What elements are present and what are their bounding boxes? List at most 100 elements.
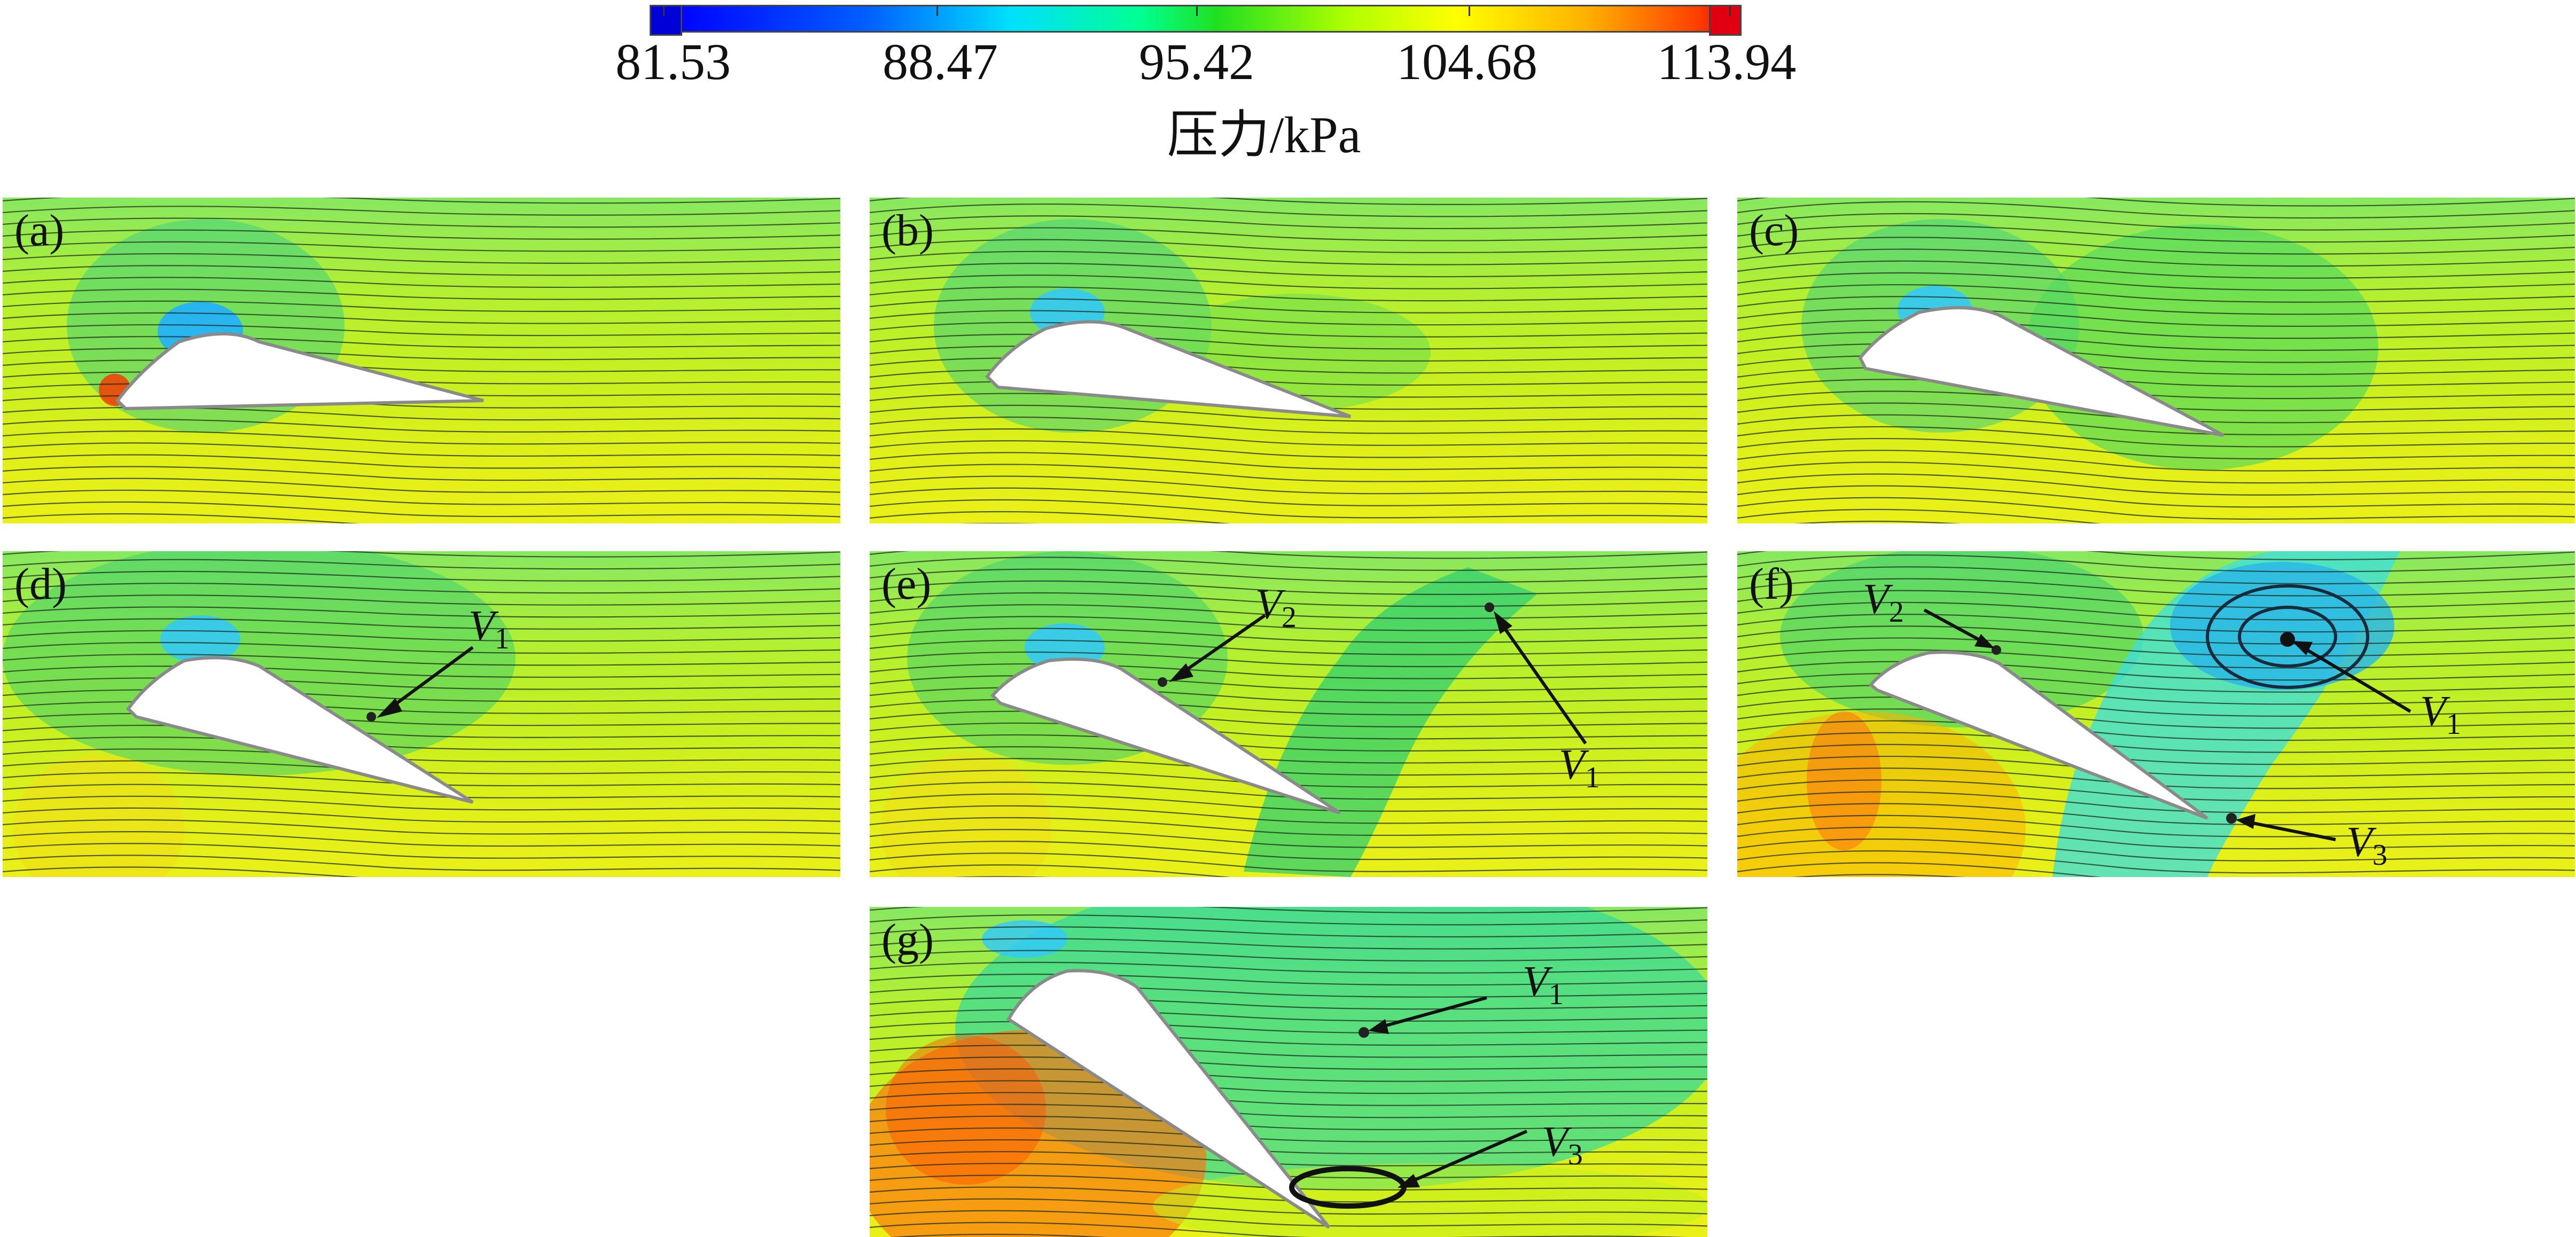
streamline: [3, 312, 840, 324]
streamline: [3, 551, 840, 558]
airfoil: [115, 332, 484, 411]
streamline: [3, 336, 840, 348]
streamline: [870, 580, 1707, 595]
streamline: [1737, 554, 2575, 573]
streamline: [3, 466, 840, 481]
vortex-v1-ring: [2206, 584, 2369, 689]
streamline: [3, 618, 840, 630]
streamline: [1737, 613, 2575, 633]
streamline: [1737, 601, 2575, 621]
streamline: [3, 795, 840, 811]
streamline: [3, 784, 840, 798]
vortex-label-v2: V2: [1255, 581, 1297, 634]
streamline: [1737, 661, 2575, 681]
streamline: [3, 477, 840, 493]
streamline: [870, 499, 1707, 519]
streamline: [870, 950, 1707, 962]
streamline: [3, 442, 840, 457]
streamline: [870, 997, 1707, 1010]
streamline: [3, 772, 840, 787]
panel-label: (a): [14, 206, 65, 255]
streamline: [870, 938, 1707, 950]
streamline: [3, 819, 840, 835]
streamline: [870, 286, 1707, 302]
streamline: [870, 440, 1707, 458]
streamline: [870, 198, 1707, 205]
panel-label: (c): [1749, 206, 1799, 255]
streamline: [3, 666, 840, 678]
streamline: [3, 866, 361, 877]
streamline: [1737, 473, 2575, 496]
vortex-label-v1: V1: [469, 602, 510, 655]
panel-c: (c): [1737, 198, 2575, 523]
vortex-v1-core: [366, 712, 376, 722]
streamline: [870, 651, 1707, 668]
streamline: [1737, 649, 2575, 669]
streamline: [1737, 248, 2575, 267]
streamline: [870, 1068, 1707, 1082]
streamline: [1737, 720, 2575, 741]
streamline: [3, 277, 840, 288]
streamline: [870, 961, 1707, 974]
streamline: [870, 639, 1707, 655]
streamline: [1793, 520, 1961, 523]
panel-f-streamlines: [1737, 551, 2575, 877]
colorbar-tick: [1196, 6, 1198, 16]
streamline: [3, 594, 840, 606]
streamline: [870, 722, 1707, 740]
arrow-v3: [2242, 819, 2336, 841]
colorbar-tick-label: 81.53: [615, 33, 731, 90]
streamline: [3, 206, 840, 216]
airfoil: [1006, 969, 1331, 1229]
streamline: [1737, 838, 2575, 862]
panel-a: (a): [3, 198, 840, 523]
streamline: [3, 501, 840, 518]
arrow-v1: [2297, 643, 2411, 713]
streamline: [3, 454, 840, 469]
arrow-v2: [1923, 608, 1989, 646]
streamline: [1737, 732, 2575, 753]
streamline: [1737, 637, 2575, 657]
streamline: [1737, 450, 2575, 472]
vortex-label-v1: V1: [1523, 958, 1564, 1011]
streamline: [870, 781, 1707, 800]
streamline: [870, 592, 1707, 607]
colorbar-max-cap: [1709, 5, 1742, 36]
streamline: [870, 333, 1707, 350]
streamline: [870, 1186, 1707, 1203]
streamline: [1737, 213, 2575, 231]
streamline: [3, 359, 840, 372]
streamline: [3, 831, 840, 847]
panel-a-streamlines: [3, 198, 840, 523]
streamline: [3, 489, 840, 505]
streamline: [870, 734, 1707, 752]
streamline: [870, 215, 1707, 230]
streamline: [870, 663, 1707, 679]
streamline: [3, 807, 840, 823]
streamline: [1737, 850, 2575, 874]
streamline: [870, 841, 1707, 860]
streamline: [1737, 414, 2575, 435]
airfoil: [985, 320, 1352, 418]
streamline: [870, 275, 1707, 289]
streamline: [870, 227, 1707, 241]
streamline: [3, 430, 840, 445]
streamline: [870, 1222, 1688, 1237]
streamline: [950, 876, 1052, 877]
streamline: [870, 710, 1707, 727]
streamline: [870, 675, 1707, 692]
streamline: [870, 1044, 1707, 1058]
panel-b: (b): [870, 198, 1707, 523]
colorbar-tick: [1729, 6, 1731, 16]
streamline: [1737, 684, 2575, 705]
streamline: [3, 843, 840, 859]
streamline: [1737, 590, 2575, 609]
streamline: [3, 419, 840, 433]
streamline: [870, 1198, 1707, 1215]
streamline: [870, 1056, 1707, 1070]
streamline: [1737, 198, 2575, 207]
streamline: [870, 1009, 1707, 1022]
streamline: [3, 606, 840, 618]
panel-e: (e) V2 V1: [870, 551, 1707, 877]
streamline: [870, 1210, 1707, 1227]
